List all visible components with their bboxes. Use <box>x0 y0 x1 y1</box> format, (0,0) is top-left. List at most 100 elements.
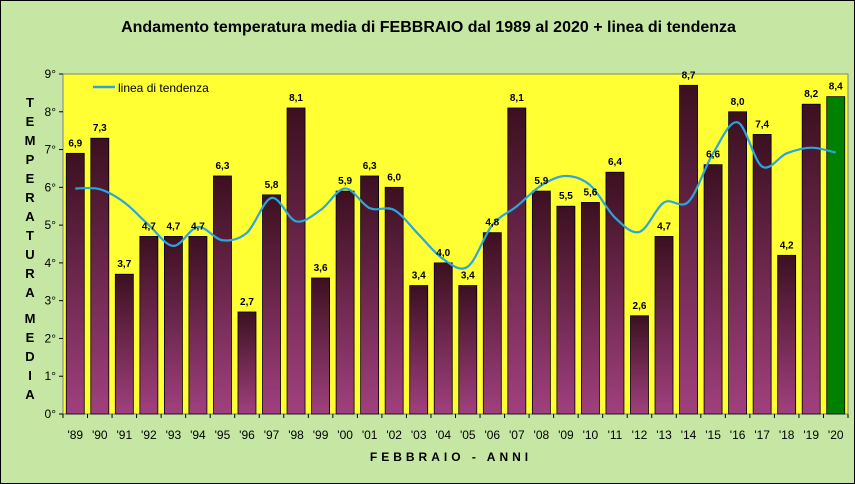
x-tick-label: '05 <box>460 428 476 442</box>
x-tick-label: '17 <box>754 428 770 442</box>
x-tick-label: '93 <box>166 428 182 442</box>
bar-value-label: 8,1 <box>289 93 303 104</box>
x-tick-label: '06 <box>484 428 500 442</box>
bar <box>163 236 183 415</box>
x-tick-label: '97 <box>264 428 280 442</box>
x-tick-label: '04 <box>435 428 451 442</box>
bar <box>777 254 797 415</box>
y-tick-label: 4° <box>45 256 57 270</box>
bar-value-label: 8,2 <box>804 89 818 100</box>
bar <box>679 84 698 415</box>
y-axis-label-letter: A <box>25 285 35 300</box>
bar <box>114 273 134 415</box>
bar <box>311 277 330 415</box>
y-tick-label: 3° <box>45 294 57 308</box>
bar <box>482 232 502 415</box>
bar-value-label: 4,7 <box>657 221 671 232</box>
y-axis-label-letter: U <box>25 247 35 262</box>
bar-value-label: 5,9 <box>338 176 352 187</box>
bar-value-label: 3,6 <box>314 263 328 274</box>
bar <box>728 111 748 415</box>
bar <box>65 152 85 415</box>
x-tick-label: '94 <box>190 428 206 442</box>
x-tick-label: '96 <box>239 428 255 442</box>
chart-title: Andamento temperatura media di FEBBRAIO … <box>121 19 736 36</box>
bar <box>360 175 380 415</box>
bar-value-label: 8,0 <box>731 97 745 108</box>
bar <box>703 164 723 415</box>
x-tick-label: '18 <box>779 428 795 442</box>
bar-value-label: 4,7 <box>191 221 205 232</box>
x-tick-label: '99 <box>313 428 329 442</box>
y-axis-label-letter: D <box>25 349 35 364</box>
x-tick-label: '01 <box>362 428 378 442</box>
bar-value-label: 3,4 <box>461 271 475 282</box>
bar <box>433 262 453 415</box>
bar-value-label: 4,2 <box>780 240 794 251</box>
bar-value-label: 3,7 <box>117 259 131 270</box>
y-tick-label: 9° <box>45 67 57 81</box>
bar <box>630 315 649 415</box>
x-tick-label: '03 <box>411 428 427 442</box>
x-tick-label: '07 <box>509 428 525 442</box>
x-tick-label: '09 <box>558 428 574 442</box>
y-tick-label: 0° <box>45 407 57 421</box>
x-tick-label: '19 <box>803 428 819 442</box>
trend-line <box>75 121 836 270</box>
y-axis-label-letter: P <box>25 152 35 167</box>
bar <box>335 190 355 415</box>
x-tick-label: '20 <box>828 428 844 442</box>
bar-value-label: 4,8 <box>485 218 499 229</box>
y-tick-label: 2° <box>45 331 57 345</box>
bar-value-label: 5,6 <box>583 187 597 198</box>
bar <box>826 96 846 415</box>
bar <box>801 103 821 415</box>
x-tick-label: '02 <box>386 428 402 442</box>
x-tick-label: '10 <box>583 428 599 442</box>
bar <box>90 137 110 415</box>
bar-value-label: 4,0 <box>436 248 450 259</box>
x-tick-label: '91 <box>117 428 133 442</box>
bar-value-label: 2,6 <box>633 301 647 312</box>
bar <box>458 285 478 415</box>
x-tick-label: '15 <box>705 428 721 442</box>
y-axis-label-letter: A <box>25 387 35 402</box>
bar-value-label: 5,9 <box>534 176 548 187</box>
bar <box>605 171 625 415</box>
y-axis-label-letter: E <box>25 114 35 129</box>
bar <box>507 107 527 415</box>
bar <box>237 311 257 415</box>
bar <box>139 236 159 415</box>
x-tick-label: '08 <box>534 428 550 442</box>
y-axis-label-letter: A <box>25 209 35 224</box>
bar-value-label: 3,4 <box>412 271 426 282</box>
bar <box>752 134 772 415</box>
bar <box>213 175 232 415</box>
x-axis-label: FEBBRAIO - ANNI <box>369 450 533 464</box>
legend: linea di tendenza <box>93 81 209 95</box>
y-axis-label-letter: T <box>26 228 34 243</box>
x-tick-label: '14 <box>681 428 697 442</box>
bar <box>409 285 429 415</box>
y-axis-label-letter: E <box>25 171 35 186</box>
x-tick-label: '16 <box>730 428 746 442</box>
bar <box>262 194 281 415</box>
y-axis-label-letter: I <box>28 368 32 383</box>
x-tick-label: '00 <box>337 428 353 442</box>
x-tick-label: '11 <box>608 428 623 442</box>
bar <box>384 186 404 415</box>
bar-value-label: 8,7 <box>682 70 696 81</box>
bar-value-label: 2,7 <box>240 297 254 308</box>
bar <box>654 236 674 415</box>
y-tick-label: 5° <box>45 218 57 232</box>
x-tick-label: '95 <box>215 428 231 442</box>
y-tick-label: 6° <box>45 180 57 194</box>
x-tick-label: '12 <box>632 428 648 442</box>
bar-value-label: 7,4 <box>755 119 769 130</box>
x-tick-label: '92 <box>141 428 157 442</box>
y-axis-label-letter: M <box>24 133 36 148</box>
bar-value-label: 5,8 <box>265 180 279 191</box>
y-axis-label-letter: T <box>26 95 34 110</box>
